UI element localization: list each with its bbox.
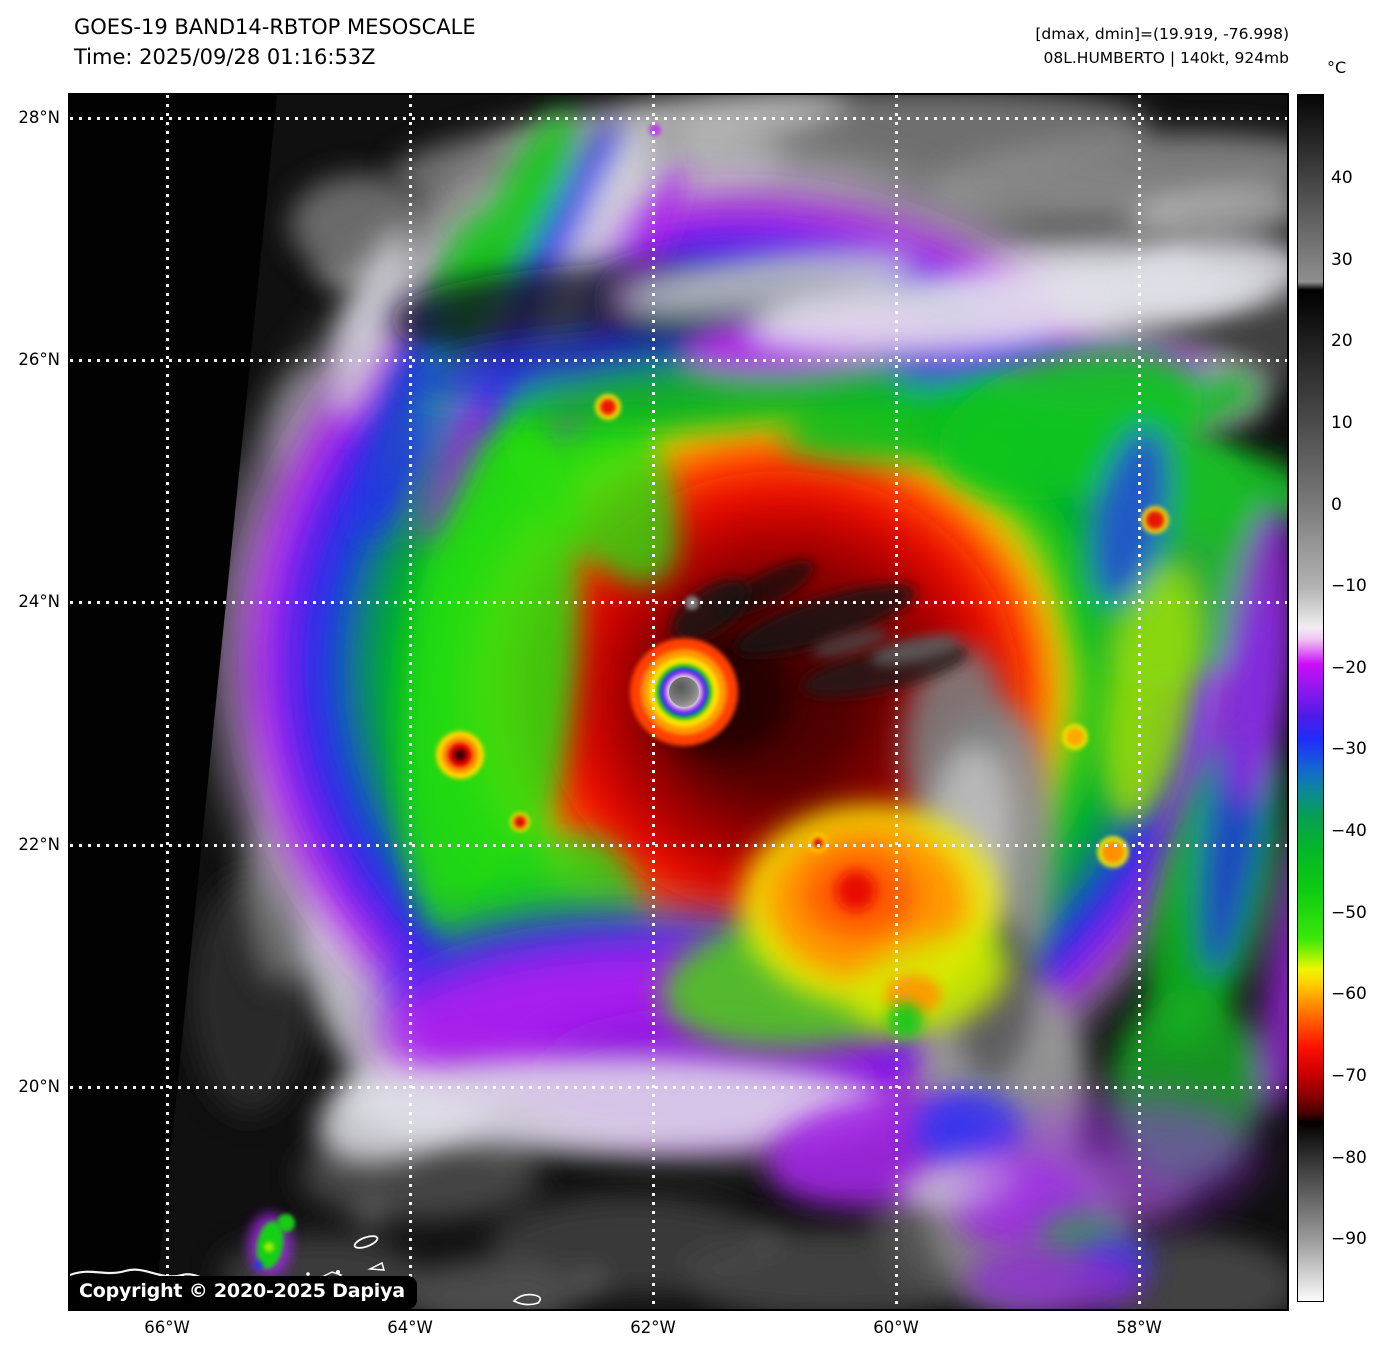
lat-tick-label: 28°N xyxy=(18,108,60,127)
title-block: GOES-19 BAND14-RBTOP MESOSCALE Time: 202… xyxy=(74,12,476,72)
info-block: [dmax, dmin]=(19.919, -76.998) 08L.HUMBE… xyxy=(1035,22,1289,70)
island-outline xyxy=(512,1293,542,1306)
lat-tick-label: 26°N xyxy=(18,350,60,369)
gridline-vertical xyxy=(409,95,412,1309)
colorbar-tick-label: 10 xyxy=(1331,412,1353,433)
gridline-horizontal xyxy=(70,601,1287,604)
colorbar-unit: °C xyxy=(1327,58,1347,77)
gridline-vertical xyxy=(895,95,898,1309)
no-data-wedge xyxy=(70,95,277,1309)
timestamp: Time: 2025/09/28 01:16:53Z xyxy=(74,45,376,69)
colorbar-tick-label: −10 xyxy=(1331,576,1367,597)
satellite-image xyxy=(70,95,1287,1309)
colorbar-tick-label: −30 xyxy=(1331,739,1367,760)
lon-tick-label: 60°W xyxy=(873,1318,919,1337)
figure-title: GOES-19 BAND14-RBTOP MESOSCALE xyxy=(74,15,476,39)
satellite-map: Copyright © 2020-2025 Dapiya xyxy=(68,93,1289,1311)
colorbar-tick-label: −40 xyxy=(1331,821,1367,842)
lat-tick-label: 24°N xyxy=(18,592,60,611)
lat-tick-label: 20°N xyxy=(18,1077,60,1096)
colorbar-tick-label: 40 xyxy=(1331,168,1353,188)
colorbar-tick-label: 20 xyxy=(1331,331,1353,352)
gridline-horizontal xyxy=(70,844,1287,847)
colorbar-tick-label: −90 xyxy=(1331,1229,1367,1250)
gridline-vertical xyxy=(1138,95,1141,1309)
colorbar-tick-label: −80 xyxy=(1331,1147,1367,1168)
colorbar-tick-label: −60 xyxy=(1331,984,1367,1005)
gridline-vertical xyxy=(166,95,169,1309)
copyright-badge: Copyright © 2020-2025 Dapiya xyxy=(70,1276,417,1309)
gridline-horizontal xyxy=(70,359,1287,362)
gridline-horizontal xyxy=(70,117,1287,120)
lon-tick-label: 58°W xyxy=(1116,1318,1162,1337)
dmax-dmin-readout: [dmax, dmin]=(19.919, -76.998) xyxy=(1035,25,1289,43)
gridline-vertical xyxy=(652,95,655,1309)
lon-tick-label: 62°W xyxy=(630,1318,676,1337)
colorbar-tick-label: −70 xyxy=(1331,1066,1367,1087)
gridline-horizontal xyxy=(70,1086,1287,1089)
eye-center xyxy=(669,677,699,707)
colorbar xyxy=(1297,94,1324,1302)
lon-tick-label: 66°W xyxy=(144,1318,190,1337)
colorbar-tick-label: −20 xyxy=(1331,657,1367,678)
colorbar-tick-label: 0 xyxy=(1331,494,1342,515)
lat-tick-label: 22°N xyxy=(18,835,60,854)
south-bands xyxy=(345,805,1259,1309)
colorbar-tick-label: −50 xyxy=(1331,902,1367,923)
storm-info: 08L.HUMBERTO | 140kt, 924mb xyxy=(1043,49,1290,67)
lon-tick-label: 64°W xyxy=(387,1318,433,1337)
hurricane-eye xyxy=(630,638,738,746)
colorbar-tick-label: 30 xyxy=(1331,249,1353,270)
island-outline xyxy=(353,1235,379,1249)
